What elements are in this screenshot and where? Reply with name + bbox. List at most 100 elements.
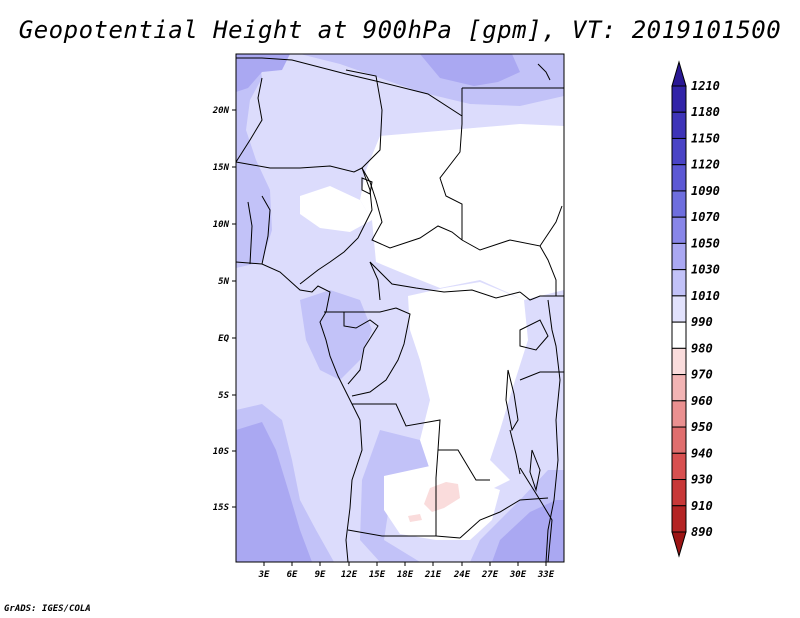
border-chad-sudan: [439, 123, 463, 240]
colorbar-box: [671, 164, 687, 192]
border-nigeria-cameroon: [299, 167, 373, 285]
colorbar-label: 1210: [691, 79, 720, 93]
colorbar-label: 940: [691, 446, 713, 460]
border-uganda-kenya: [519, 291, 564, 301]
lat-label: EQ: [218, 334, 229, 344]
colorbar-box: [671, 216, 687, 244]
colorbar-label: 1090: [691, 184, 720, 198]
lon-label: 18E: [397, 570, 414, 580]
lon-label: 24E: [453, 570, 471, 580]
contour-1050-southeast: [492, 500, 564, 562]
lat-label: 10N: [213, 220, 230, 230]
lon-label: 33E: [537, 570, 555, 580]
lon-label: 15E: [369, 570, 386, 580]
colorbar-label: 930: [691, 473, 713, 487]
colorbar-box: [671, 242, 687, 271]
lon-label: 27E: [481, 570, 499, 580]
map-title: Geopotential Height at 900hPa [gpm], VT:…: [18, 16, 782, 44]
colorbar-top-arrow: [671, 60, 687, 87]
colorbar-label: 990: [691, 315, 713, 329]
border-angola-namibia: [347, 529, 461, 539]
lake-chad: [361, 177, 373, 195]
lon-label: 21E: [424, 570, 442, 580]
border-congo-drc: [351, 307, 411, 397]
colorbar-box: [671, 452, 687, 481]
border-car-drc: [369, 261, 521, 299]
border-west-niger: [235, 77, 263, 163]
lat-label: 20N: [212, 106, 230, 116]
colorbar-label: 1180: [691, 105, 720, 119]
colorbar-box: [671, 347, 687, 376]
colorbar-box: [671, 426, 687, 454]
border-malawi: [509, 429, 521, 475]
border-tanzania: [519, 371, 564, 381]
lon-label: 12E: [341, 570, 358, 580]
colorbar-box: [671, 190, 687, 218]
nile-river-lakes: [537, 63, 551, 81]
map-panel: [235, 53, 565, 563]
border-mozambique: [519, 467, 553, 563]
border-benin-nigeria: [261, 195, 271, 265]
colorbar-box: [671, 400, 687, 428]
colorbar-label: 1150: [691, 131, 720, 145]
contour-1050-north: [236, 54, 290, 92]
grads-credit: GrADS: IGES/COLA: [4, 604, 91, 614]
border-zambia-zimbabwe: [459, 497, 549, 539]
colorbar-label: 980: [691, 341, 713, 355]
border-sudan-ssudan: [461, 205, 563, 251]
colorbar-label: 1070: [691, 210, 720, 224]
colorbar-label: 960: [691, 394, 713, 408]
lake-tanganyika: [505, 369, 519, 432]
contour-1030-west: [236, 54, 272, 268]
colorbar-box: [671, 111, 687, 139]
lon-label: 6E: [287, 570, 298, 580]
country-borders: [235, 57, 564, 563]
colorbar-label: 910: [691, 499, 713, 513]
border-cameroon-car: [369, 261, 381, 301]
coastline-east: [545, 299, 561, 563]
lat-label: 10S: [213, 447, 230, 457]
colorbar-box: [671, 321, 687, 349]
colorbar-box: [671, 85, 687, 113]
border-chad-car: [371, 199, 463, 249]
lat-axis: 20N 15N 10N 5N EQ 5S 10S 15S: [212, 106, 236, 513]
contour-980-south: [424, 482, 460, 512]
border-niger-nigeria: [235, 161, 363, 173]
colorbar: 1210 1180 1150 1120 1090 1070 1050 1030 1010 990 9…: [671, 60, 720, 558]
colorbar-box: [671, 269, 687, 297]
border-gabon: [324, 311, 379, 385]
lat-label: 15S: [213, 503, 230, 513]
border-libya-chad: [236, 57, 463, 124]
border-niger-chad: [345, 69, 383, 201]
contour-1050-southwest: [236, 422, 312, 562]
colorbar-label: 890: [691, 525, 713, 539]
lake-malawi: [529, 449, 541, 492]
contour-990-northwest: [300, 186, 372, 232]
colorbar-label: 950: [691, 420, 713, 434]
border-togo: [247, 201, 253, 265]
lake-victoria: [519, 319, 549, 351]
lon-label: 9E: [315, 570, 326, 580]
colorbar-bottom-arrow: [671, 531, 687, 558]
border-angola-zambia: [435, 449, 439, 536]
map-frame: [235, 53, 565, 563]
colorbar-label: 1050: [691, 236, 720, 250]
lat-label: 5S: [218, 391, 229, 401]
colorbar-box: [671, 137, 687, 166]
contour-1050-northeast: [420, 54, 520, 86]
colorbar-box: [671, 479, 687, 507]
lat-label: 15N: [213, 163, 230, 173]
colorbar-box: [671, 374, 687, 402]
contour-980-small: [408, 514, 422, 522]
coastline-west-africa: [235, 261, 363, 563]
colorbar-label: 1120: [691, 158, 720, 172]
colorbar-box: [671, 505, 687, 533]
colorbar-label: 1010: [691, 289, 720, 303]
colorbar-label: 970: [691, 368, 713, 382]
colorbar-box: [671, 295, 687, 323]
lon-label: 3E: [258, 570, 270, 580]
border-south-sudan-east: [539, 245, 557, 296]
lon-axis: 3E 6E 9E 12E 15E 18E 21E 24E 27E 30E 33E: [258, 562, 555, 580]
border-drc-angola: [352, 403, 490, 481]
